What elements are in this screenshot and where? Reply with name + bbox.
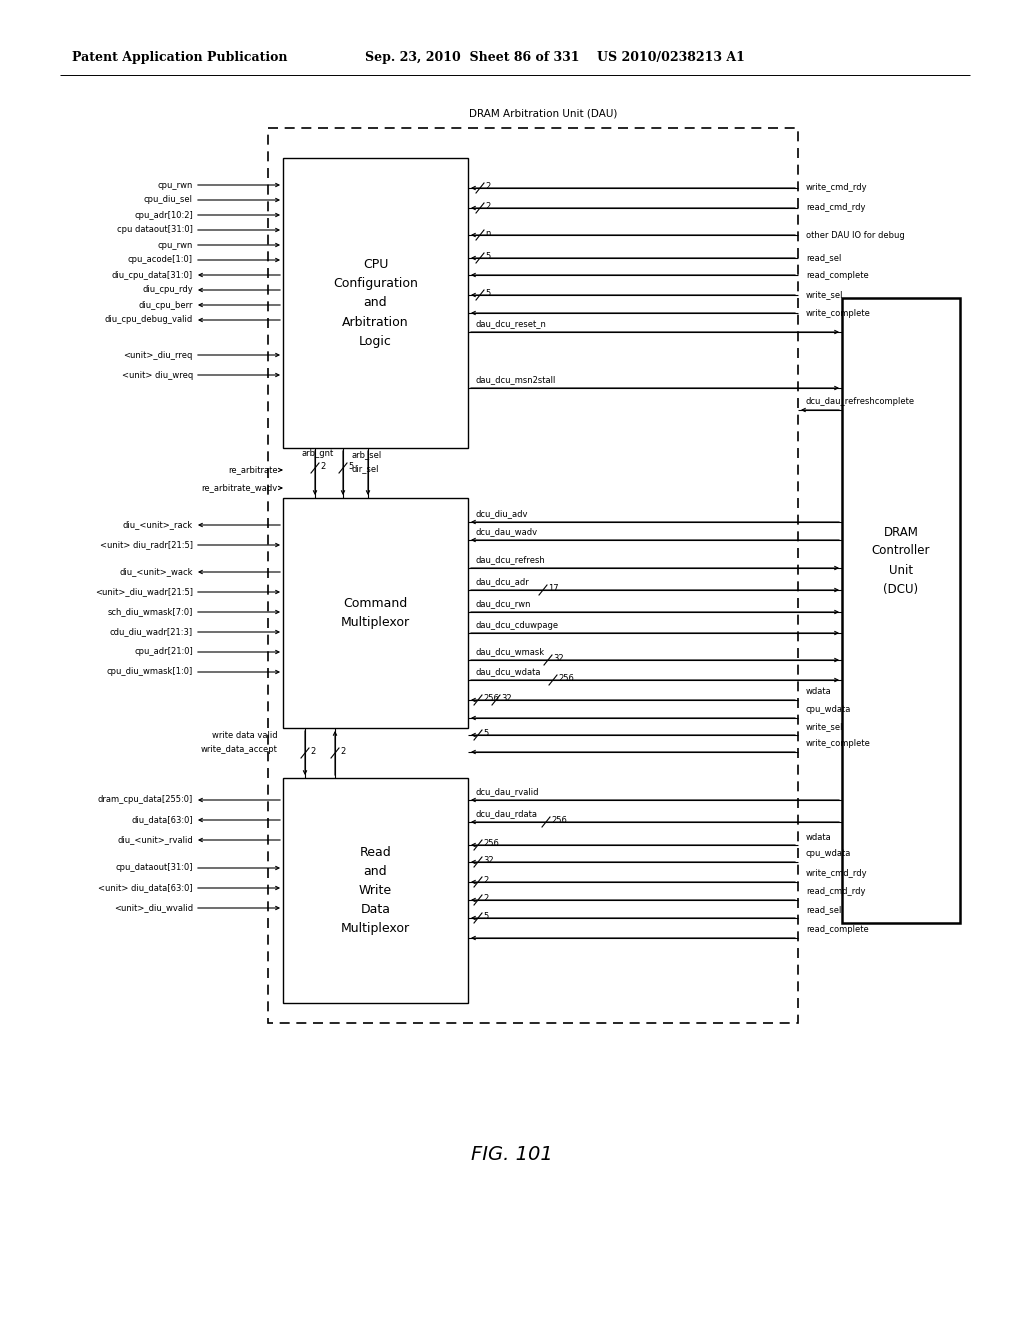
Text: cpu_adr[10:2]: cpu_adr[10:2] — [134, 210, 193, 219]
Text: Command
Multiplexor: Command Multiplexor — [341, 597, 410, 630]
Text: read_complete: read_complete — [806, 925, 868, 935]
Text: 5: 5 — [483, 729, 488, 738]
Text: DRAM
Controller
Unit
(DCU): DRAM Controller Unit (DCU) — [871, 525, 930, 595]
Text: read_cmd_rdy: read_cmd_rdy — [806, 203, 865, 213]
Text: 32: 32 — [501, 694, 512, 704]
Text: dcu_dau_rdata: dcu_dau_rdata — [476, 809, 538, 818]
Text: write_cmd_rdy: write_cmd_rdy — [806, 183, 867, 193]
Text: cpu_wdata: cpu_wdata — [806, 850, 851, 858]
Text: 2: 2 — [319, 462, 326, 471]
Text: dcu_dau_rvalid: dcu_dau_rvalid — [476, 788, 540, 796]
Text: 256: 256 — [551, 816, 567, 825]
Text: diu_cpu_debug_valid: diu_cpu_debug_valid — [104, 315, 193, 325]
Text: <unit> diu_data[63:0]: <unit> diu_data[63:0] — [98, 883, 193, 892]
Text: dau_dcu_adr: dau_dcu_adr — [476, 578, 529, 586]
Text: cpu_rwn: cpu_rwn — [158, 181, 193, 190]
Text: cpu_dataout[31:0]: cpu_dataout[31:0] — [116, 863, 193, 873]
Text: dau_dcu_reset_n: dau_dcu_reset_n — [476, 319, 547, 329]
Text: dcu_dau_wadv: dcu_dau_wadv — [476, 528, 539, 536]
Text: <unit>_diu_wadr[21:5]: <unit>_diu_wadr[21:5] — [95, 587, 193, 597]
Text: 2: 2 — [483, 876, 488, 884]
Text: cpu_diu_sel: cpu_diu_sel — [144, 195, 193, 205]
Text: diu_cpu_rdy: diu_cpu_rdy — [142, 285, 193, 294]
Text: cpu_rwn: cpu_rwn — [158, 240, 193, 249]
Text: dcu_diu_adv: dcu_diu_adv — [476, 510, 528, 519]
Text: diu_<unit>_rvalid: diu_<unit>_rvalid — [118, 836, 193, 845]
Text: 2: 2 — [485, 182, 490, 191]
Bar — [283, 498, 468, 729]
Text: cdu_diu_wadr[21:3]: cdu_diu_wadr[21:3] — [110, 627, 193, 636]
Text: 5: 5 — [348, 462, 353, 471]
Text: 2: 2 — [483, 894, 488, 903]
Text: sch_diu_wmask[7:0]: sch_diu_wmask[7:0] — [108, 607, 193, 616]
Text: <unit> diu_wreq: <unit> diu_wreq — [122, 371, 193, 380]
Text: cpu_acode[1:0]: cpu_acode[1:0] — [128, 256, 193, 264]
Text: diu_<unit>_wack: diu_<unit>_wack — [120, 568, 193, 577]
Text: arb_gnt: arb_gnt — [301, 450, 333, 458]
Text: <unit> diu_radr[21:5]: <unit> diu_radr[21:5] — [100, 540, 193, 549]
Text: 5: 5 — [485, 289, 490, 298]
Text: read_sel: read_sel — [806, 906, 842, 915]
Text: re_arbitrate_wadv: re_arbitrate_wadv — [202, 483, 278, 492]
Text: 5: 5 — [485, 252, 490, 261]
Text: re_arbitrate: re_arbitrate — [228, 466, 278, 474]
Text: write_cmd_rdy: write_cmd_rdy — [806, 870, 867, 879]
Bar — [283, 158, 468, 447]
Text: dram_cpu_data[255:0]: dram_cpu_data[255:0] — [97, 796, 193, 804]
Text: dau_dcu_wdata: dau_dcu_wdata — [476, 668, 542, 676]
Text: dau_dcu_wmask: dau_dcu_wmask — [476, 648, 545, 656]
Text: n: n — [485, 228, 490, 238]
Text: 256: 256 — [483, 840, 499, 847]
Text: 256: 256 — [558, 675, 573, 682]
Text: read_cmd_rdy: read_cmd_rdy — [806, 887, 865, 896]
Text: other DAU IO for debug: other DAU IO for debug — [806, 231, 905, 239]
Text: dcu_dau_refreshcomplete: dcu_dau_refreshcomplete — [806, 397, 915, 407]
Text: Patent Application Publication: Patent Application Publication — [72, 51, 288, 65]
Text: 2: 2 — [340, 747, 345, 756]
Text: 5: 5 — [483, 912, 488, 921]
Text: wdata: wdata — [806, 688, 831, 697]
Text: dau_dcu_cduwpage: dau_dcu_cduwpage — [476, 620, 559, 630]
Text: write_sel: write_sel — [806, 722, 844, 731]
Text: read_complete: read_complete — [806, 271, 868, 280]
Text: <unit>_diu_rreq: <unit>_diu_rreq — [124, 351, 193, 359]
Text: Sep. 23, 2010  Sheet 86 of 331    US 2010/0238213 A1: Sep. 23, 2010 Sheet 86 of 331 US 2010/02… — [365, 51, 744, 65]
Text: 17: 17 — [548, 583, 559, 593]
Text: read_sel: read_sel — [806, 253, 842, 263]
Text: 2: 2 — [310, 747, 315, 756]
Text: Read
and
Write
Data
Multiplexor: Read and Write Data Multiplexor — [341, 846, 410, 935]
Text: 32: 32 — [483, 855, 494, 865]
Text: dau_dcu_msn2stall: dau_dcu_msn2stall — [476, 375, 556, 384]
Text: diu_cpu_berr: diu_cpu_berr — [138, 301, 193, 309]
Text: dir_sel: dir_sel — [351, 465, 379, 474]
Text: diu_data[63:0]: diu_data[63:0] — [131, 816, 193, 825]
Text: 256: 256 — [483, 694, 499, 704]
Text: write_sel: write_sel — [806, 290, 844, 300]
Text: diu_cpu_data[31:0]: diu_cpu_data[31:0] — [112, 271, 193, 280]
Text: write_complete: write_complete — [806, 309, 870, 318]
Text: CPU
Configuration
and
Arbitration
Logic: CPU Configuration and Arbitration Logic — [333, 259, 418, 347]
Text: cpu_wdata: cpu_wdata — [806, 705, 851, 714]
Bar — [268, 128, 798, 1023]
Text: 32: 32 — [553, 653, 563, 663]
Text: cpu_adr[21:0]: cpu_adr[21:0] — [134, 648, 193, 656]
Text: cpu_diu_wmask[1:0]: cpu_diu_wmask[1:0] — [106, 668, 193, 676]
Text: diu_<unit>_rack: diu_<unit>_rack — [123, 520, 193, 529]
Text: write_complete: write_complete — [806, 739, 870, 748]
Text: 2: 2 — [485, 202, 490, 211]
Text: write_data_accept: write_data_accept — [201, 746, 278, 755]
Text: dau_dcu_rwn: dau_dcu_rwn — [476, 599, 531, 609]
Text: write data valid: write data valid — [212, 731, 278, 741]
Text: dau_dcu_refresh: dau_dcu_refresh — [476, 556, 546, 565]
Bar — [842, 298, 961, 923]
Text: DRAM Arbitration Unit (DAU): DRAM Arbitration Unit (DAU) — [469, 108, 617, 117]
Text: wdata: wdata — [806, 833, 831, 842]
Text: cpu dataout[31:0]: cpu dataout[31:0] — [117, 226, 193, 235]
Text: <unit>_diu_wvalid: <unit>_diu_wvalid — [114, 903, 193, 912]
Text: FIG. 101: FIG. 101 — [471, 1146, 553, 1164]
Text: arb_sel: arb_sel — [351, 450, 381, 459]
Bar — [283, 777, 468, 1003]
